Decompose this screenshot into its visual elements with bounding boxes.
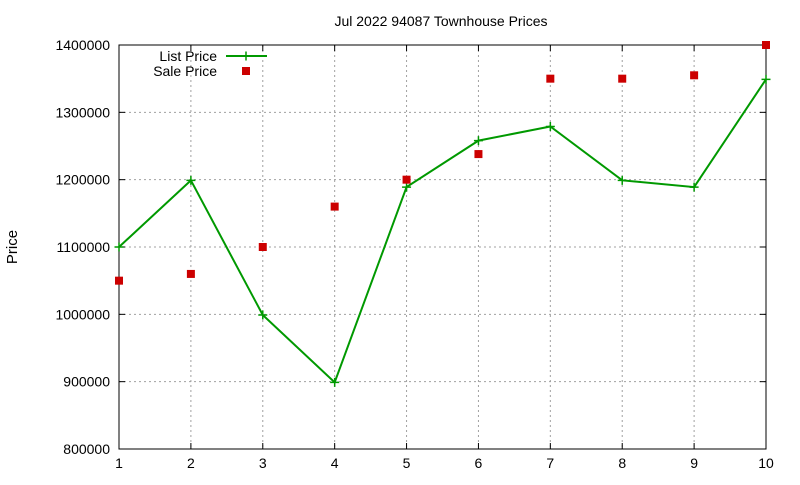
legend-label-sale-price: Sale Price: [153, 63, 217, 79]
point-list-price: [114, 242, 124, 252]
y-tick-label: 800000: [63, 441, 110, 457]
y-tick-label: 1300000: [55, 104, 110, 120]
plot-frame: [118, 44, 767, 450]
point-sale-price: [186, 269, 195, 278]
point-sale-price: [546, 74, 555, 83]
series-line-list-price: [118, 78, 767, 385]
point-sale-price: [690, 71, 699, 80]
x-tick-label: 7: [546, 455, 554, 471]
x-tick-label: 8: [618, 455, 626, 471]
x-tick-label: 10: [758, 455, 774, 471]
legend-label-list-price: List Price: [159, 48, 217, 64]
y-tick-label: 1200000: [55, 172, 110, 188]
x-tick-label: 5: [403, 455, 411, 471]
x-tick-label: 3: [259, 455, 267, 471]
point-list-price: [330, 377, 340, 387]
x-tick-label: 9: [690, 455, 698, 471]
point-list-price: [761, 74, 771, 84]
y-tick-label: 1100000: [57, 239, 111, 255]
x-tick-label: 2: [187, 455, 195, 471]
legend-marker-list-price: [241, 51, 251, 61]
point-list-price: [617, 175, 627, 185]
point-list-price: [689, 182, 699, 192]
x-tick-label: 1: [115, 455, 123, 471]
legend-marker-sale-price: [242, 67, 250, 75]
y-tick-label: 900000: [63, 374, 110, 390]
point-list-price: [186, 175, 196, 185]
x-tick-label: 6: [475, 455, 483, 471]
point-sale-price: [402, 175, 411, 184]
grid: [119, 45, 766, 449]
legend: List Price Sale Price: [153, 48, 267, 79]
y-tick-label: 1000000: [55, 306, 110, 322]
x-tick-label: 4: [331, 455, 339, 471]
point-list-price: [545, 121, 555, 131]
point-sale-price: [762, 41, 770, 49]
point-sale-price: [330, 202, 339, 211]
point-sale-price: [474, 150, 483, 159]
point-list-price: [258, 310, 268, 320]
point-sale-price: [258, 243, 267, 251]
point-sale-price: [618, 74, 627, 83]
y-axis-label: Price: [4, 230, 21, 264]
point-list-price: [473, 136, 483, 146]
point-list-price: [402, 182, 412, 192]
series: [114, 41, 771, 387]
chart-title: Jul 2022 94087 Townhouse Prices: [334, 13, 547, 29]
point-sale-price: [115, 276, 123, 285]
y-tick-label: 1400000: [55, 37, 110, 53]
axis-ticks: 1 2 3 4 5 6 7 8 9 10 800000 900000 1000000 1100000 120…: [55, 37, 774, 471]
